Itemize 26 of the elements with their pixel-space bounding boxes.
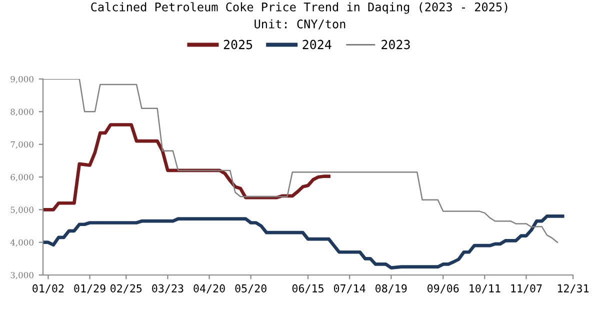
x-tick-label: 06/15 [292,284,324,294]
y-tick-label: 7,000 [10,141,34,149]
x-tick-label: 05/20 [235,284,266,294]
x-tick-label: 04/20 [194,284,225,294]
chart-title: Calcined Petroleum Coke Price Trend in Daqing (2023 - 2025) [91,2,508,14]
y-tick-label: 3,000 [10,272,34,280]
chart-subtitle: Unit: CNY/ton [254,19,346,30]
line-series [43,214,564,270]
y-tick-label: 8,000 [10,108,34,116]
x-tick-label: 08/19 [376,284,407,294]
legend-label: 2025 [224,40,252,50]
x-tick-label: 10/11 [470,284,500,294]
x-tick-label: 02/25 [110,284,142,294]
x-tick-label: 07/14 [334,284,366,294]
x-tick-label: 01/02 [32,284,64,294]
x-tick-label: 11/07 [511,284,542,294]
y-tick-label: 4,000 [10,239,34,247]
x-tick-label: 09/06 [427,284,459,294]
x-tick-label: 01/29 [74,284,106,294]
x-tick-label: 12/31 [558,284,589,294]
legend-label: 2024 [302,40,332,50]
y-tick-label: 5,000 [10,206,34,214]
y-tick-label: 6,000 [10,174,34,182]
legend-label: 2023 [382,40,410,50]
y-tick-label: 9,000 [10,76,34,84]
x-tick-label: 03/23 [152,284,184,294]
